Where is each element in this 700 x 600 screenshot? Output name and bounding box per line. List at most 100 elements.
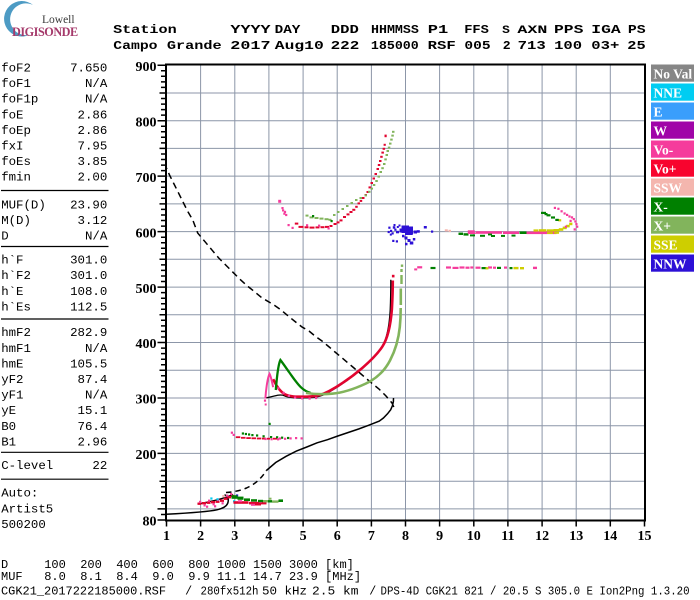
svg-text:22: 22 [92, 459, 107, 473]
svg-text:03+: 03+ [591, 40, 619, 53]
svg-text:282.9: 282.9 [70, 326, 107, 340]
svg-text:500: 500 [136, 282, 157, 297]
svg-text:fxI: fxI [1, 140, 23, 154]
svg-text:DAY: DAY [275, 23, 301, 36]
svg-text:fmin: fmin [1, 171, 31, 185]
svg-text:AXN: AXN [517, 24, 547, 37]
svg-text:HHMMSS: HHMMSS [371, 24, 419, 37]
svg-text:N/A: N/A [85, 77, 108, 91]
svg-text:foEp: foEp [1, 124, 31, 138]
svg-text:900: 900 [136, 60, 157, 75]
svg-text:300: 300 [136, 393, 157, 408]
svg-text:Grande: Grande [167, 40, 222, 53]
svg-text:Station: Station [113, 24, 177, 37]
svg-text:2.86: 2.86 [78, 108, 108, 122]
svg-text:14: 14 [603, 529, 617, 544]
svg-text:hmE: hmE [1, 357, 23, 371]
svg-text:13: 13 [569, 529, 583, 544]
svg-text:3.12: 3.12 [78, 214, 108, 228]
svg-text:h`E: h`E [1, 285, 23, 299]
svg-text:Vo-: Vo- [654, 143, 674, 158]
svg-text:NNE: NNE [654, 86, 683, 101]
svg-text:B1: B1 [1, 435, 16, 449]
svg-text:713: 713 [518, 41, 546, 54]
svg-text:800: 800 [136, 115, 157, 130]
svg-text:hmF2: hmF2 [1, 326, 31, 340]
svg-text:301.0: 301.0 [70, 269, 107, 283]
svg-text:C-level: C-level [1, 459, 53, 473]
svg-text:DDD: DDD [331, 25, 359, 38]
svg-text:700: 700 [136, 171, 157, 186]
svg-text:DIGISONDE: DIGISONDE [12, 25, 78, 39]
svg-text:/: / [185, 585, 192, 599]
svg-text:DPS-4D CGK21 821 / 20.5 S 305.: DPS-4D CGK21 821 / 20.5 S 305.0 E Ion2Pn… [381, 585, 690, 599]
svg-text:185000: 185000 [371, 40, 419, 53]
svg-text:Lowell: Lowell [42, 14, 75, 26]
svg-text:100: 100 [554, 40, 582, 53]
svg-text:yE: yE [1, 404, 16, 418]
svg-text:IGA: IGA [591, 24, 621, 37]
svg-text:Aug10: Aug10 [275, 40, 324, 53]
svg-text:10: 10 [467, 529, 481, 544]
svg-text:yF2: yF2 [1, 373, 23, 387]
svg-text:3: 3 [231, 529, 238, 544]
svg-text:X-: X- [654, 200, 668, 215]
svg-text:foF1: foF1 [1, 77, 31, 91]
svg-text:foE: foE [1, 108, 23, 122]
svg-text:8: 8 [402, 529, 409, 544]
svg-text:280fx512h: 280fx512h [201, 585, 259, 599]
svg-text:N/A: N/A [85, 342, 108, 356]
svg-text:NNW: NNW [654, 257, 687, 272]
svg-text:h`F2: h`F2 [1, 269, 31, 283]
svg-text:500200: 500200 [1, 518, 46, 532]
svg-text:50 kHz: 50 kHz [262, 585, 307, 599]
svg-text:11: 11 [501, 529, 514, 544]
svg-text:4: 4 [265, 529, 272, 544]
svg-text:Vo+: Vo+ [654, 162, 677, 177]
svg-text:1: 1 [163, 529, 170, 544]
svg-text:Campo: Campo [113, 39, 157, 52]
svg-text:PS: PS [628, 23, 646, 36]
svg-text:SSE: SSE [654, 238, 678, 253]
svg-text:87.4: 87.4 [78, 373, 108, 387]
svg-text:12: 12 [535, 529, 549, 544]
svg-text:222: 222 [331, 40, 360, 53]
svg-text:N/A: N/A [85, 230, 108, 244]
svg-text:W: W [654, 124, 668, 139]
svg-text:foEs: foEs [1, 155, 31, 169]
svg-text:MUF 8.0 8.1 8.4 9.0 9.9: MUF 8.0 8.1 8.4 9.0 9.9 11.1 14.7 23.9 [… [1, 570, 361, 584]
svg-text:2.5 km: 2.5 km [312, 585, 359, 599]
svg-text:foF2: foF2 [1, 62, 31, 76]
svg-text:B0: B0 [1, 420, 16, 434]
svg-text:/: / [369, 585, 376, 599]
svg-text:15: 15 [638, 529, 652, 544]
svg-text:N/A: N/A [85, 93, 108, 107]
svg-text:N/A: N/A [85, 389, 108, 403]
svg-text:P1: P1 [428, 24, 449, 37]
svg-text:Auto:: Auto: [1, 487, 38, 501]
svg-text:200: 200 [136, 448, 157, 463]
svg-text:7.95: 7.95 [78, 140, 108, 154]
svg-text:25: 25 [627, 40, 645, 53]
svg-text:D: D [1, 230, 8, 244]
svg-text:E: E [654, 105, 663, 120]
svg-text:2.86: 2.86 [78, 124, 108, 138]
svg-text:301.0: 301.0 [70, 254, 107, 268]
svg-text:Artist5: Artist5 [1, 502, 53, 516]
svg-text:112.5: 112.5 [70, 300, 107, 314]
svg-text:CGK21_2017222185000.RSF: CGK21_2017222185000.RSF [1, 585, 166, 599]
svg-text:RSF: RSF [428, 41, 456, 54]
svg-text:No Val: No Val [654, 67, 693, 82]
svg-text:X+: X+ [654, 219, 671, 234]
svg-text:108.0: 108.0 [70, 285, 107, 299]
svg-text:7.650: 7.650 [70, 62, 107, 76]
svg-text:S: S [502, 23, 510, 36]
svg-text:SSW: SSW [654, 181, 683, 196]
svg-text:MUF(D): MUF(D) [1, 198, 46, 212]
svg-text:PPS: PPS [554, 24, 584, 37]
svg-text:9: 9 [436, 529, 443, 544]
svg-text:400: 400 [136, 337, 157, 352]
svg-text:M(D): M(D) [1, 214, 31, 228]
svg-text:foF1p: foF1p [1, 93, 38, 107]
svg-text:6: 6 [334, 529, 341, 544]
